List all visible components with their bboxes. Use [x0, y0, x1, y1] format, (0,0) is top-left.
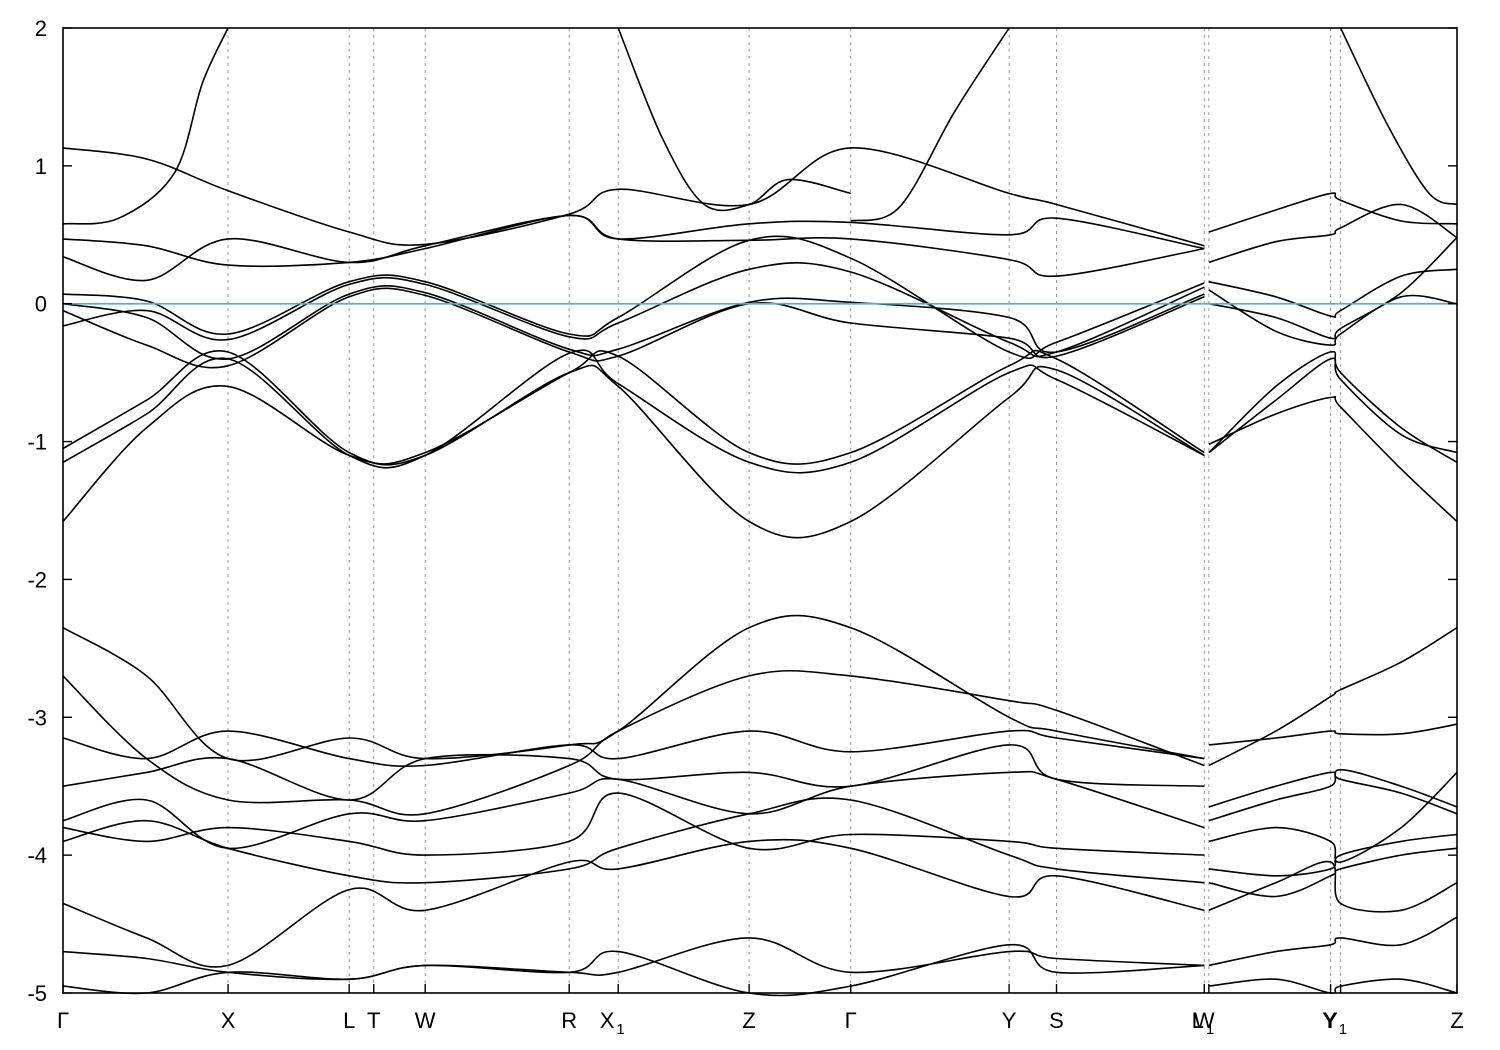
- band-line-8: [1208, 203, 1458, 264]
- ytick-label-5: -3: [27, 705, 47, 730]
- band-line-11: [62, 285, 1205, 360]
- band-line-16: [62, 349, 1205, 465]
- band-line-30: [62, 937, 1205, 981]
- xtick-label-5: R: [561, 1008, 577, 1033]
- ytick-label-6: -4: [27, 843, 47, 868]
- ytick-label-3: -1: [27, 430, 47, 455]
- plot-frame: [62, 27, 1458, 994]
- xtick-label-3: T: [367, 1008, 380, 1033]
- xtick-label-0: Γ: [57, 1008, 69, 1033]
- band-line-36: [1208, 771, 1458, 863]
- band-line-22: [62, 614, 1205, 762]
- xtick-label-1: X: [221, 1008, 236, 1033]
- band-line-9: [62, 235, 1205, 360]
- xtick-label-15: Z: [1450, 1008, 1463, 1033]
- band-line-23: [62, 669, 1205, 816]
- band-line-7: [1208, 192, 1458, 233]
- band-line-39: [1208, 860, 1458, 913]
- band-line-40: [1208, 916, 1458, 967]
- band-line-14: [1208, 289, 1458, 346]
- band-line-12: [62, 287, 1205, 369]
- xtick-label-4: W: [415, 1008, 436, 1033]
- band-line-20: [1208, 357, 1458, 454]
- band-line-25: [62, 744, 1205, 801]
- band-line-41: [1208, 978, 1458, 994]
- band-line-21: [1208, 350, 1458, 463]
- band-line-37: [1208, 833, 1458, 877]
- band-line-29: [62, 838, 1205, 968]
- band-line-19: [1208, 396, 1458, 523]
- band-line-38: [1208, 847, 1458, 898]
- band-line-33: [1208, 627, 1458, 767]
- x-axis-ticks: Γ X L T W R X 1 Z Γ Y S WL 1 YY 1 Z: [57, 984, 1464, 1038]
- band-line-6: [62, 214, 1205, 282]
- band-line-35: [1208, 768, 1458, 822]
- xtick-label-8: Γ: [845, 1008, 857, 1033]
- xtick-label-7: Z: [742, 1008, 755, 1033]
- band-line-26: [62, 770, 1205, 850]
- band-line-17: [62, 349, 1205, 474]
- band-line-1: [617, 27, 851, 212]
- band-line-2: [850, 27, 1010, 222]
- band-line-31: [62, 943, 1205, 997]
- band-line-32: [1208, 723, 1458, 746]
- ytick-label-4: -2: [27, 567, 47, 592]
- xtick-label-11: W: [1194, 1008, 1215, 1033]
- xtick-label-2: L: [343, 1008, 355, 1033]
- band-line-13: [1208, 268, 1458, 318]
- ytick-label-2: 0: [35, 292, 47, 317]
- ytick-label-0: 2: [35, 16, 47, 41]
- xtick-label-10: S: [1049, 1008, 1064, 1033]
- band-line-15: [1208, 236, 1458, 340]
- y-axis-ticks: 2 1 0 -1 -2 -3 -4 -5: [27, 16, 1457, 1006]
- band-line-24: [62, 729, 1205, 768]
- band-line-10: [62, 262, 1205, 358]
- band-line-28: [62, 797, 1205, 884]
- xtick-label-13: Y: [1323, 1008, 1338, 1033]
- ytick-label-7: -5: [27, 981, 47, 1006]
- band-line-4: [62, 147, 1205, 247]
- band-lines: [62, 27, 1458, 997]
- ytick-label-1: 1: [35, 154, 47, 179]
- band-line-3: [1339, 27, 1458, 206]
- xtick-label-9: Y: [1002, 1008, 1017, 1033]
- band-line-0: [62, 27, 229, 225]
- band-line-27: [62, 792, 1205, 856]
- band-line-18: [62, 364, 1205, 539]
